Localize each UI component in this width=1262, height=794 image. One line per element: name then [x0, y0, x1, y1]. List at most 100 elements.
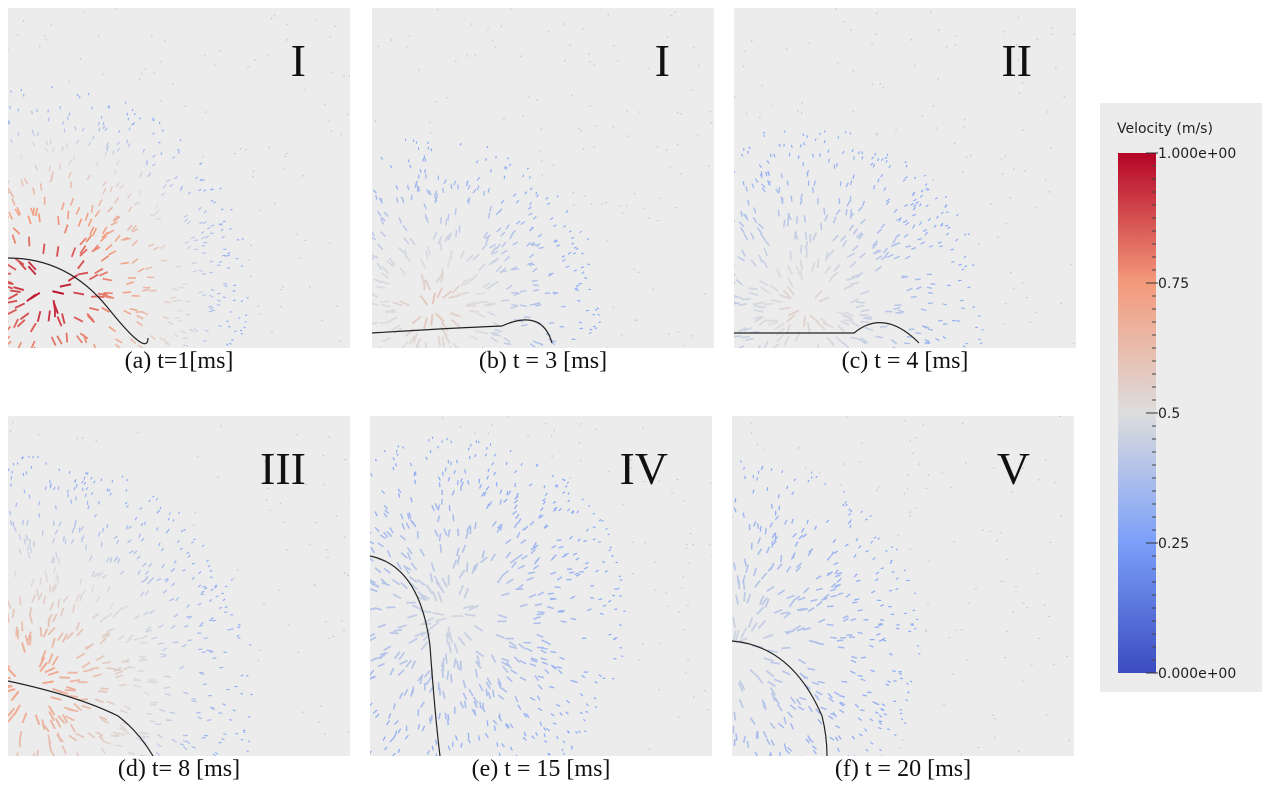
vector-arrow: [428, 190, 432, 196]
vector-arrow: [833, 584, 840, 589]
vector-arrow: [828, 273, 835, 284]
vector-arrow: [532, 267, 538, 273]
vector-arrow: [738, 345, 745, 348]
vector-arrow: [149, 289, 157, 292]
vector-arrow: [89, 307, 100, 312]
vector-arrow: [598, 674, 602, 677]
vector-arrow: [790, 696, 797, 704]
vector-arrow: [210, 617, 214, 620]
vector-arrow: [889, 589, 893, 592]
vector-arrow: [564, 485, 568, 488]
vector-arrow: [443, 528, 448, 536]
vector-arrow: [562, 752, 566, 755]
vector-arrow: [51, 86, 53, 89]
vector-arrow: [811, 153, 814, 158]
vector-arrow: [32, 131, 36, 137]
vector-arrow: [812, 749, 817, 755]
vector-arrow: [843, 284, 854, 290]
vector-arrow: [73, 291, 85, 296]
vector-arrow: [409, 164, 412, 169]
vector-arrow: [97, 292, 108, 296]
vector-arrow: [740, 227, 746, 234]
vector-arrow: [893, 208, 898, 213]
vector-arrow: [769, 751, 772, 756]
vector-arrow: [160, 653, 167, 656]
vector-arrow: [783, 611, 792, 619]
vector-arrow: [895, 311, 903, 315]
vector-arrow: [408, 335, 416, 345]
vector-arrow: [589, 104, 592, 107]
vector-arrow: [786, 594, 795, 600]
vector-arrow: [523, 712, 528, 718]
vector-arrow: [538, 246, 544, 250]
vector-arrow: [233, 152, 236, 155]
vector-arrow: [543, 740, 548, 743]
vector-arrow: [577, 730, 581, 733]
vector-arrow: [505, 722, 510, 728]
vector-arrow: [784, 519, 788, 525]
vector-arrow: [430, 313, 434, 326]
vector-arrow: [618, 575, 622, 578]
vector-arrow: [431, 745, 434, 751]
vector-arrow: [8, 280, 13, 284]
vector-arrow: [78, 95, 81, 99]
vector-arrow: [99, 616, 107, 623]
vector-arrow: [56, 246, 60, 257]
vector-arrow: [954, 34, 957, 38]
vector-arrow: [490, 654, 497, 664]
vector-arrow: [757, 223, 764, 229]
vector-arrow: [123, 309, 132, 315]
vector-arrow: [212, 657, 217, 660]
vector-arrow: [193, 328, 198, 332]
vector-arrow: [479, 701, 482, 709]
vector-arrow: [474, 660, 482, 669]
vector-arrow: [222, 598, 226, 602]
vector-arrow: [476, 312, 486, 319]
vector-arrow: [969, 154, 972, 157]
vector-arrow: [503, 175, 506, 180]
vector-arrow: [117, 732, 125, 737]
vector-arrow: [541, 174, 544, 177]
vector-arrow: [817, 718, 823, 725]
vector-arrow: [488, 501, 493, 507]
vector-arrow: [676, 111, 679, 114]
vector-arrow: [457, 184, 460, 190]
vector-arrow: [995, 540, 999, 542]
vector-arrow: [76, 335, 83, 344]
vector-arrow: [48, 584, 52, 593]
vector-arrow: [761, 699, 766, 709]
vector-arrow: [383, 504, 389, 510]
vector-arrow: [370, 579, 377, 584]
panel: V: [732, 416, 1074, 756]
vector-arrow: [558, 508, 562, 512]
vector-arrow: [434, 503, 439, 510]
vector-arrow: [803, 587, 810, 594]
vector-arrow: [378, 346, 382, 348]
vector-arrow: [1063, 96, 1066, 99]
vector-arrow: [89, 273, 99, 281]
vector-arrow: [454, 735, 458, 741]
vector-arrow: [438, 482, 441, 488]
vector-arrow: [32, 141, 36, 147]
vector-arrow: [963, 233, 967, 236]
vector-arrow: [561, 255, 566, 258]
vector-arrow: [96, 655, 105, 662]
caption: (e) t = 15 [ms]: [471, 756, 611, 782]
vector-arrow: [872, 701, 877, 704]
vector-arrow: [820, 706, 827, 711]
vector-arrow: [965, 156, 968, 159]
vector-arrow: [830, 636, 838, 639]
vector-arrow: [738, 698, 744, 709]
vector-arrow: [832, 216, 837, 224]
vector-arrow: [408, 637, 418, 645]
vector-arrow: [51, 537, 56, 544]
vector-arrow: [559, 712, 563, 716]
vector-arrow: [543, 524, 548, 529]
vector-arrow: [842, 615, 849, 619]
vector-arrow: [10, 90, 13, 93]
vector-arrow: [544, 668, 550, 675]
vector-arrow: [75, 752, 80, 756]
vector-arrow: [227, 252, 231, 255]
vector-arrow: [12, 462, 15, 466]
vector-arrow: [503, 166, 507, 170]
